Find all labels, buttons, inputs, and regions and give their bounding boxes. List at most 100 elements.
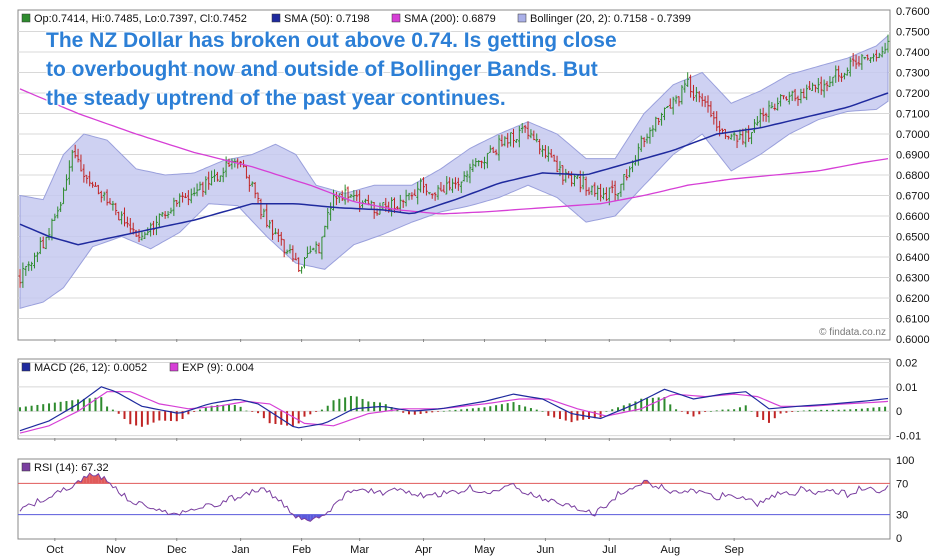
- macd-y-tick: 0: [896, 406, 902, 418]
- ohlc-bar: [279, 231, 283, 246]
- ohlc-bar: [372, 201, 376, 219]
- ohlc-bar: [697, 91, 701, 103]
- ohlc-bar: [172, 197, 176, 217]
- histogram-bar: [524, 406, 527, 412]
- ohlc-bar: [192, 187, 196, 197]
- ohlc-bar: [491, 146, 495, 153]
- histogram-bar: [657, 397, 660, 412]
- ohlc-bar: [500, 134, 504, 147]
- ohlc-bar: [692, 84, 695, 101]
- ohlc-bar: [799, 88, 803, 104]
- ohlc-bar: [683, 80, 687, 93]
- histogram-bar: [558, 411, 561, 419]
- histogram-bar: [367, 401, 370, 412]
- ohlc-bar: [38, 237, 42, 255]
- histogram-bar: [135, 411, 138, 426]
- source-credit: © findata.co.nz: [819, 327, 886, 338]
- ohlc-bar: [535, 133, 539, 143]
- histogram-bar: [193, 411, 196, 412]
- macd-line: [19, 386, 889, 432]
- month-label: Jul: [602, 544, 616, 556]
- ohlc-bar: [184, 193, 187, 199]
- histogram-bar: [483, 407, 486, 412]
- ohlc-bar: [860, 54, 864, 70]
- ohlc-bar: [73, 144, 77, 159]
- ohlc-bar: [123, 207, 126, 227]
- ohlc-bar: [735, 134, 739, 149]
- ohlc-bar: [454, 177, 457, 189]
- legend-swatch: [21, 362, 31, 372]
- month-label: Jan: [232, 544, 250, 556]
- ohlc-bar: [732, 130, 736, 141]
- ohlc-bar: [584, 176, 588, 196]
- ohlc-bar: [613, 180, 617, 202]
- price-y-tick: 0.6700: [896, 191, 930, 203]
- ohlc-bar: [869, 57, 872, 63]
- ohlc-bar: [178, 193, 182, 208]
- ohlc-bar: [468, 163, 472, 184]
- ohlc-bar: [851, 52, 855, 67]
- ohlc-bar: [430, 193, 434, 199]
- sma50-line: [19, 92, 889, 246]
- ohlc-bar: [689, 74, 692, 98]
- histogram-bar: [111, 409, 114, 412]
- price-y-tick: 0.6400: [896, 252, 930, 264]
- x-axis-months: Oct Nov Dec Jan Feb Mar Apr May Jun Jul Aug Sep: [46, 339, 744, 556]
- histogram-bar: [576, 411, 579, 421]
- ohlc-bar: [381, 202, 385, 210]
- ohlc-bar: [628, 166, 632, 178]
- ohlc-bar: [474, 158, 478, 168]
- ohlc-bar: [44, 236, 48, 250]
- ohlc-bar: [96, 184, 100, 195]
- ohlc-bar: [404, 189, 408, 207]
- histogram-bar: [454, 409, 457, 412]
- histogram-bar: [239, 406, 242, 412]
- histogram-bar: [773, 411, 776, 419]
- ohlc-bar: [195, 183, 199, 197]
- macd-y-tick: 0.01: [896, 382, 917, 394]
- ohlc-bar: [857, 56, 861, 67]
- ohlc-bar: [335, 191, 338, 206]
- ohlc-bar: [140, 231, 144, 241]
- histogram-bar: [152, 411, 155, 423]
- ohlc-bar: [308, 245, 312, 254]
- ohlc-bar: [67, 160, 71, 185]
- annotation-line-2: to overbought now and outside of Bolling…: [46, 58, 598, 81]
- ohlc-bar: [303, 256, 306, 269]
- ohlc-bar: [24, 265, 28, 276]
- histogram-bar: [727, 409, 730, 412]
- ohlc-bar: [544, 145, 547, 159]
- ohlc-bar: [143, 231, 147, 240]
- histogram-bar: [169, 411, 172, 421]
- ohlc-bar: [419, 178, 423, 193]
- ohlc-bar: [349, 193, 353, 198]
- ohlc-bar: [480, 160, 483, 169]
- ohlc-bar: [157, 213, 161, 229]
- ohlc-bar: [120, 211, 124, 225]
- ohlc-bar: [706, 95, 710, 113]
- ohlc-bar: [880, 46, 884, 58]
- histogram-bar: [233, 404, 236, 412]
- histogram-bar: [280, 411, 283, 425]
- ohlc-bar: [262, 208, 266, 218]
- ohlc-bar: [593, 182, 597, 197]
- ohlc-bar: [819, 76, 823, 95]
- ohlc-bar: [340, 190, 344, 202]
- ohlc-bar: [247, 174, 251, 192]
- rsi-y-tick: 70: [896, 478, 908, 490]
- ohlc-bar: [198, 181, 202, 191]
- histogram-bar: [466, 408, 469, 412]
- histogram-bar: [251, 411, 254, 412]
- histogram-bar: [384, 404, 387, 412]
- ohlc-bar: [790, 90, 794, 101]
- ohlc-bar: [642, 137, 646, 148]
- ohlc-bar: [758, 108, 762, 128]
- ohlc-bar: [512, 128, 515, 148]
- histogram-bar: [332, 400, 335, 412]
- histogram-bar: [651, 397, 654, 412]
- histogram-bar: [175, 411, 178, 422]
- histogram-bar: [849, 409, 852, 412]
- macd-gridlines: [18, 361, 890, 437]
- ohlc-bar: [883, 42, 887, 54]
- ohlc-bar: [665, 106, 669, 108]
